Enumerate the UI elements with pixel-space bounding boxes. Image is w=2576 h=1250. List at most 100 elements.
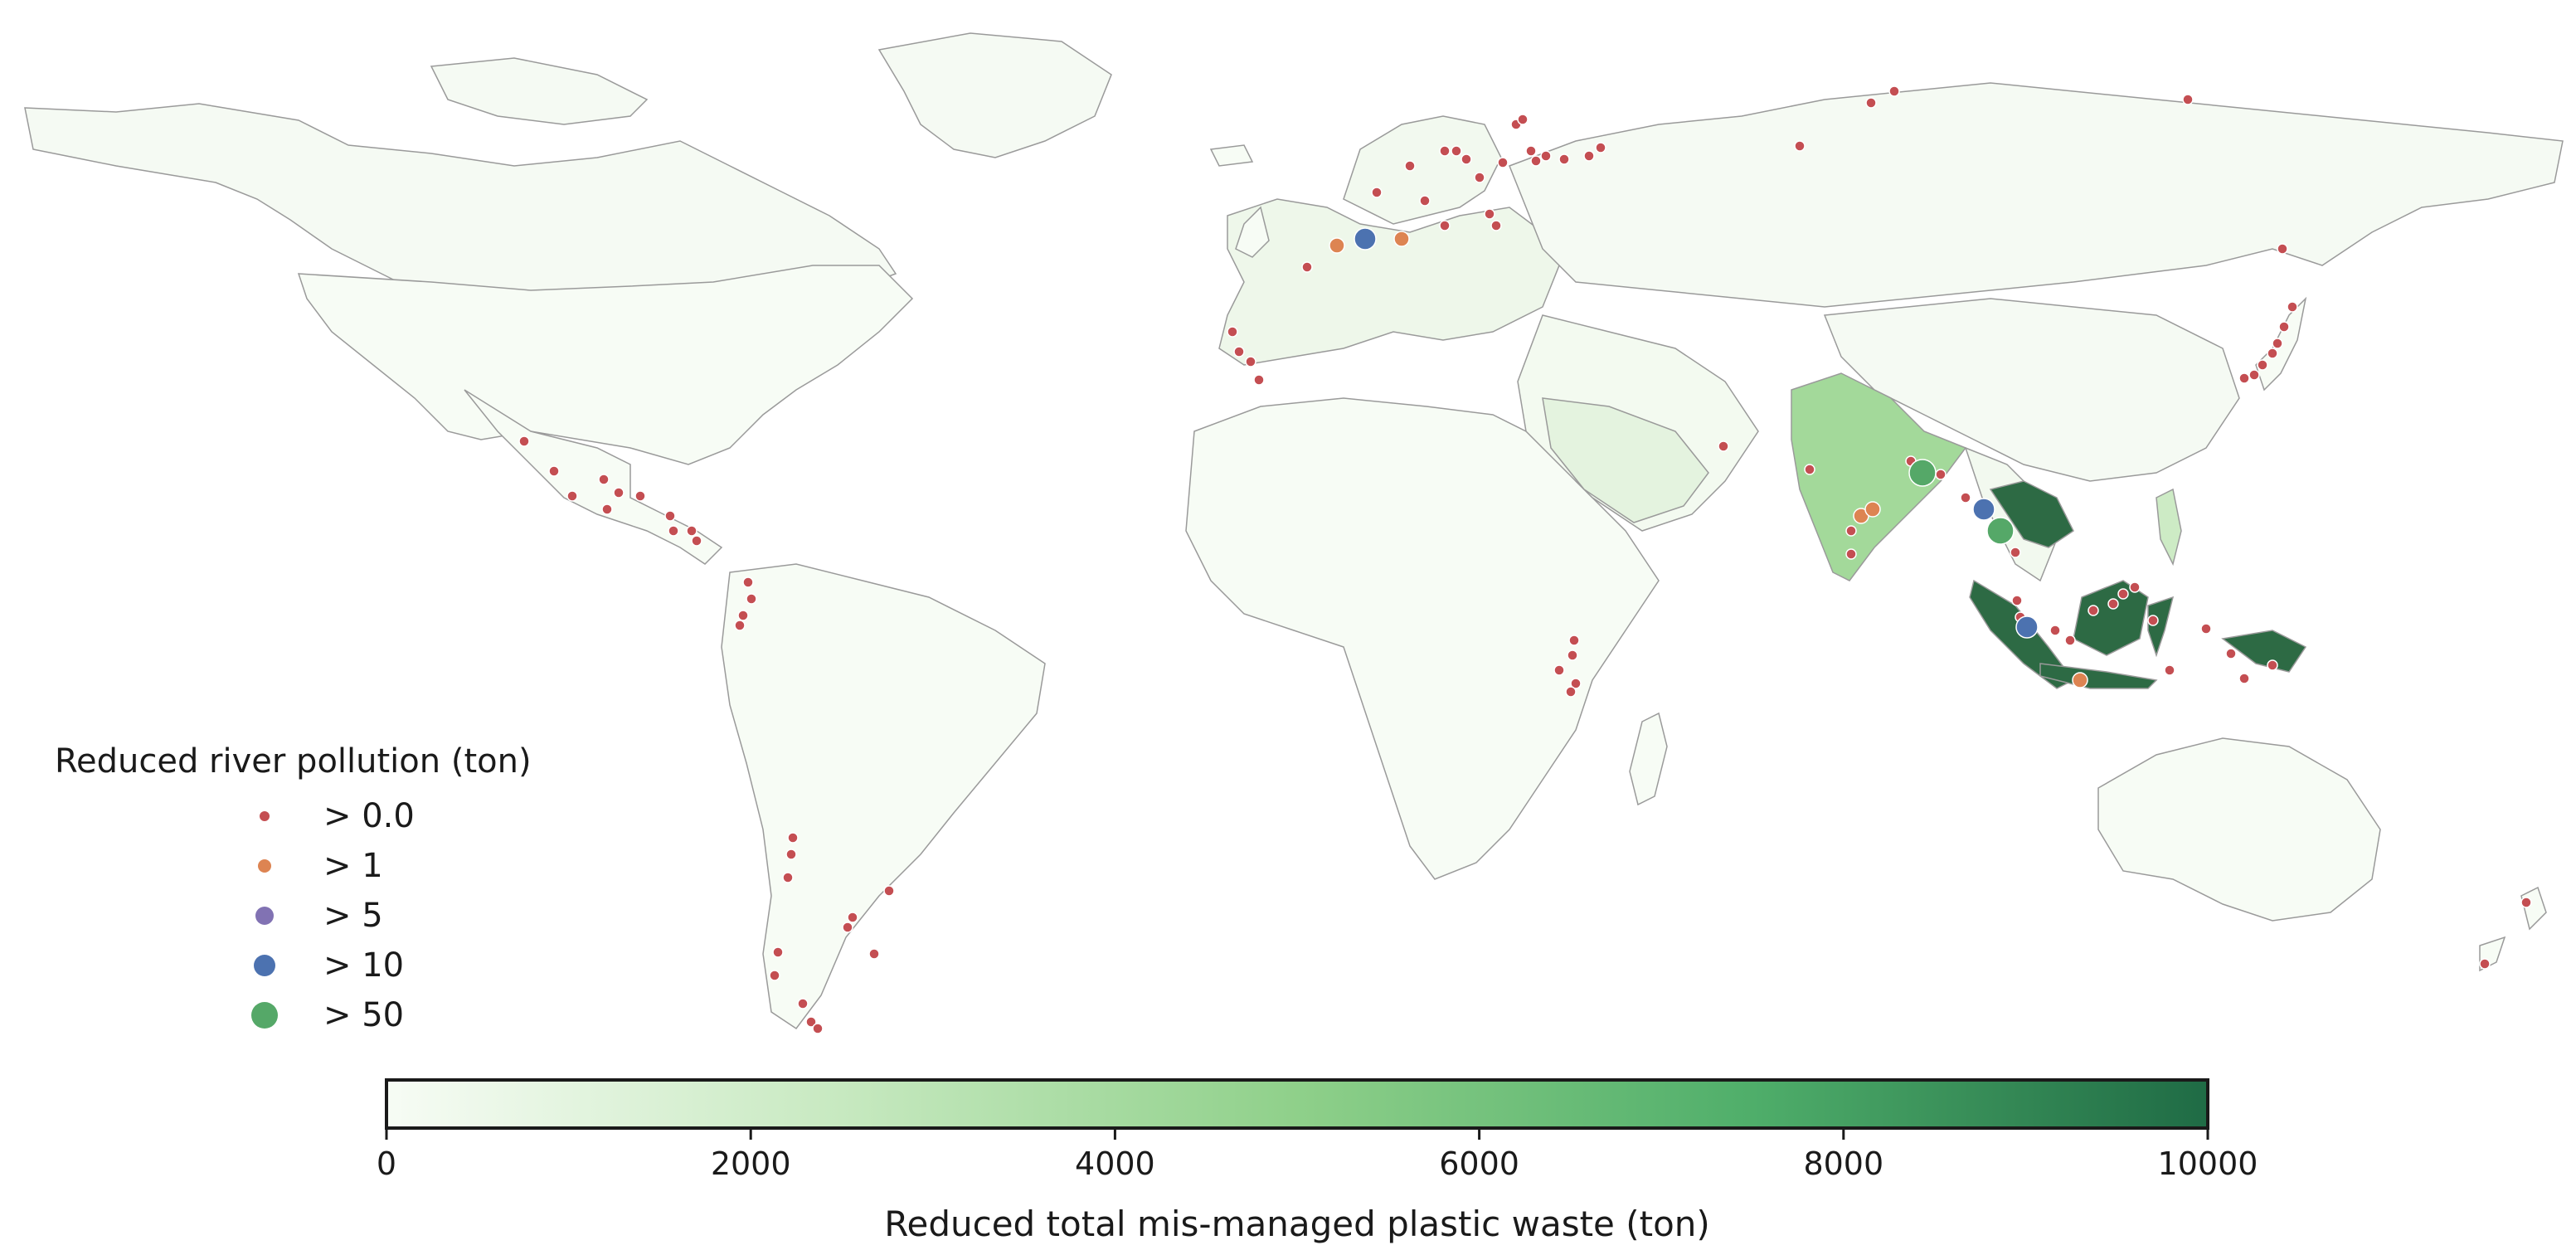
colorbar-label: Reduced total mis-managed plastic waste … <box>884 1204 1710 1244</box>
pollution-point <box>1553 664 1565 676</box>
pollution-point <box>1865 97 1877 109</box>
pollution-point <box>2117 588 2129 600</box>
pollution-point <box>734 620 746 631</box>
colorbar-tick-label: 0 <box>377 1145 396 1182</box>
pollution-point <box>1888 85 1900 97</box>
pollution-point <box>868 948 880 960</box>
arctic-islands <box>430 57 649 125</box>
colorbar-tick-label: 8000 <box>1803 1145 1883 1182</box>
pollution-point <box>2479 958 2491 970</box>
colorbar-tick-label: 4000 <box>1075 1145 1155 1182</box>
pollution-point <box>1371 187 1383 198</box>
mexico <box>464 389 723 565</box>
pollution-point <box>1404 160 1416 172</box>
uk <box>1235 206 1270 258</box>
pollution-point <box>1565 686 1577 698</box>
pollution-point <box>2267 659 2278 671</box>
land-shapes <box>24 32 2564 1030</box>
pollution-point <box>2277 243 2288 255</box>
pollution-point <box>1568 635 1580 646</box>
legend-marker-icon <box>258 859 271 873</box>
pollution-point <box>1461 153 1472 165</box>
pollution-point <box>634 490 646 502</box>
pollution-point <box>1567 649 1578 661</box>
pollution-point <box>1530 155 1542 167</box>
greenland <box>877 32 1112 158</box>
pollution-point <box>2147 615 2159 626</box>
pollution-point <box>2200 623 2212 635</box>
papua <box>2221 630 2307 673</box>
pollution-point <box>787 832 799 844</box>
legend-marker-icon <box>255 907 274 925</box>
pollution-point <box>1558 153 1570 165</box>
usa <box>297 265 914 465</box>
pollution-point <box>2182 94 2194 105</box>
pollution-point <box>2015 615 2039 639</box>
pollution-point <box>1908 459 1937 487</box>
legend-marker-icon <box>254 955 275 976</box>
pollution-point <box>1497 157 1509 168</box>
sulawesi <box>2147 596 2175 658</box>
pollution-point <box>1540 150 1552 162</box>
pollution-point <box>2072 672 2088 688</box>
pollution-point <box>782 872 794 883</box>
legend-marker-icon <box>260 811 270 821</box>
pollution-point <box>1972 498 1995 521</box>
pollution-point <box>772 946 784 958</box>
pollution-point <box>613 487 625 499</box>
legend-title: Reduced river pollution (ton) <box>55 742 532 781</box>
pollution-point <box>2238 673 2250 684</box>
pollution-point <box>797 998 809 1009</box>
pollution-point <box>847 912 858 923</box>
pollution-point <box>2107 598 2119 610</box>
pollution-point <box>1245 356 1256 367</box>
pollution-point <box>737 610 749 621</box>
pollution-point <box>2225 648 2237 659</box>
europe <box>1218 198 1560 366</box>
pollution-point <box>2011 595 2023 606</box>
pollution-point <box>1329 237 1345 254</box>
pollution-point <box>566 490 578 502</box>
pollution-points <box>518 85 2532 1034</box>
saudi-arabia <box>1542 397 1709 523</box>
pollution-point <box>1439 220 1451 231</box>
pollution-point <box>691 535 702 547</box>
pollution-point <box>1960 492 1971 503</box>
pollution-point <box>2164 664 2175 676</box>
pollution-point <box>1718 440 1729 452</box>
pollution-point <box>746 593 757 605</box>
pollution-point <box>1484 208 1495 220</box>
pollution-point <box>769 970 780 981</box>
pollution-point <box>1517 114 1529 125</box>
pollution-point <box>2520 897 2532 908</box>
legend-label: > 10 <box>323 946 405 985</box>
pollution-point <box>1253 374 1265 386</box>
pollution-point <box>664 510 676 522</box>
pollution-point <box>1583 150 1595 162</box>
pollution-point <box>883 885 895 897</box>
pollution-point <box>2257 359 2268 371</box>
china <box>1823 298 2240 482</box>
pollution-point <box>1986 517 2015 545</box>
pollution-point <box>1794 140 1806 152</box>
russia <box>1509 82 2564 308</box>
java <box>2039 663 2158 689</box>
colorbar-tick-label: 10000 <box>2158 1145 2258 1182</box>
thailand-vietnam <box>1989 480 2074 548</box>
pollution-point <box>1525 145 1537 157</box>
new-zealand <box>2479 886 2547 972</box>
scandinavia <box>1343 115 1502 225</box>
legend-label: > 50 <box>323 996 405 1034</box>
india <box>1791 372 1967 581</box>
pollution-point <box>742 576 754 588</box>
pollution-point <box>2129 581 2141 593</box>
pollution-point <box>1419 195 1431 207</box>
australia <box>2097 737 2381 922</box>
pollution-point <box>1845 548 1857 560</box>
pollution-point <box>1393 231 1410 247</box>
pollution-point <box>1354 227 1377 250</box>
pollution-point <box>1474 172 1485 183</box>
madagascar <box>1629 712 1668 806</box>
pollution-point <box>2088 605 2099 616</box>
legend-label: > 1 <box>323 847 383 885</box>
